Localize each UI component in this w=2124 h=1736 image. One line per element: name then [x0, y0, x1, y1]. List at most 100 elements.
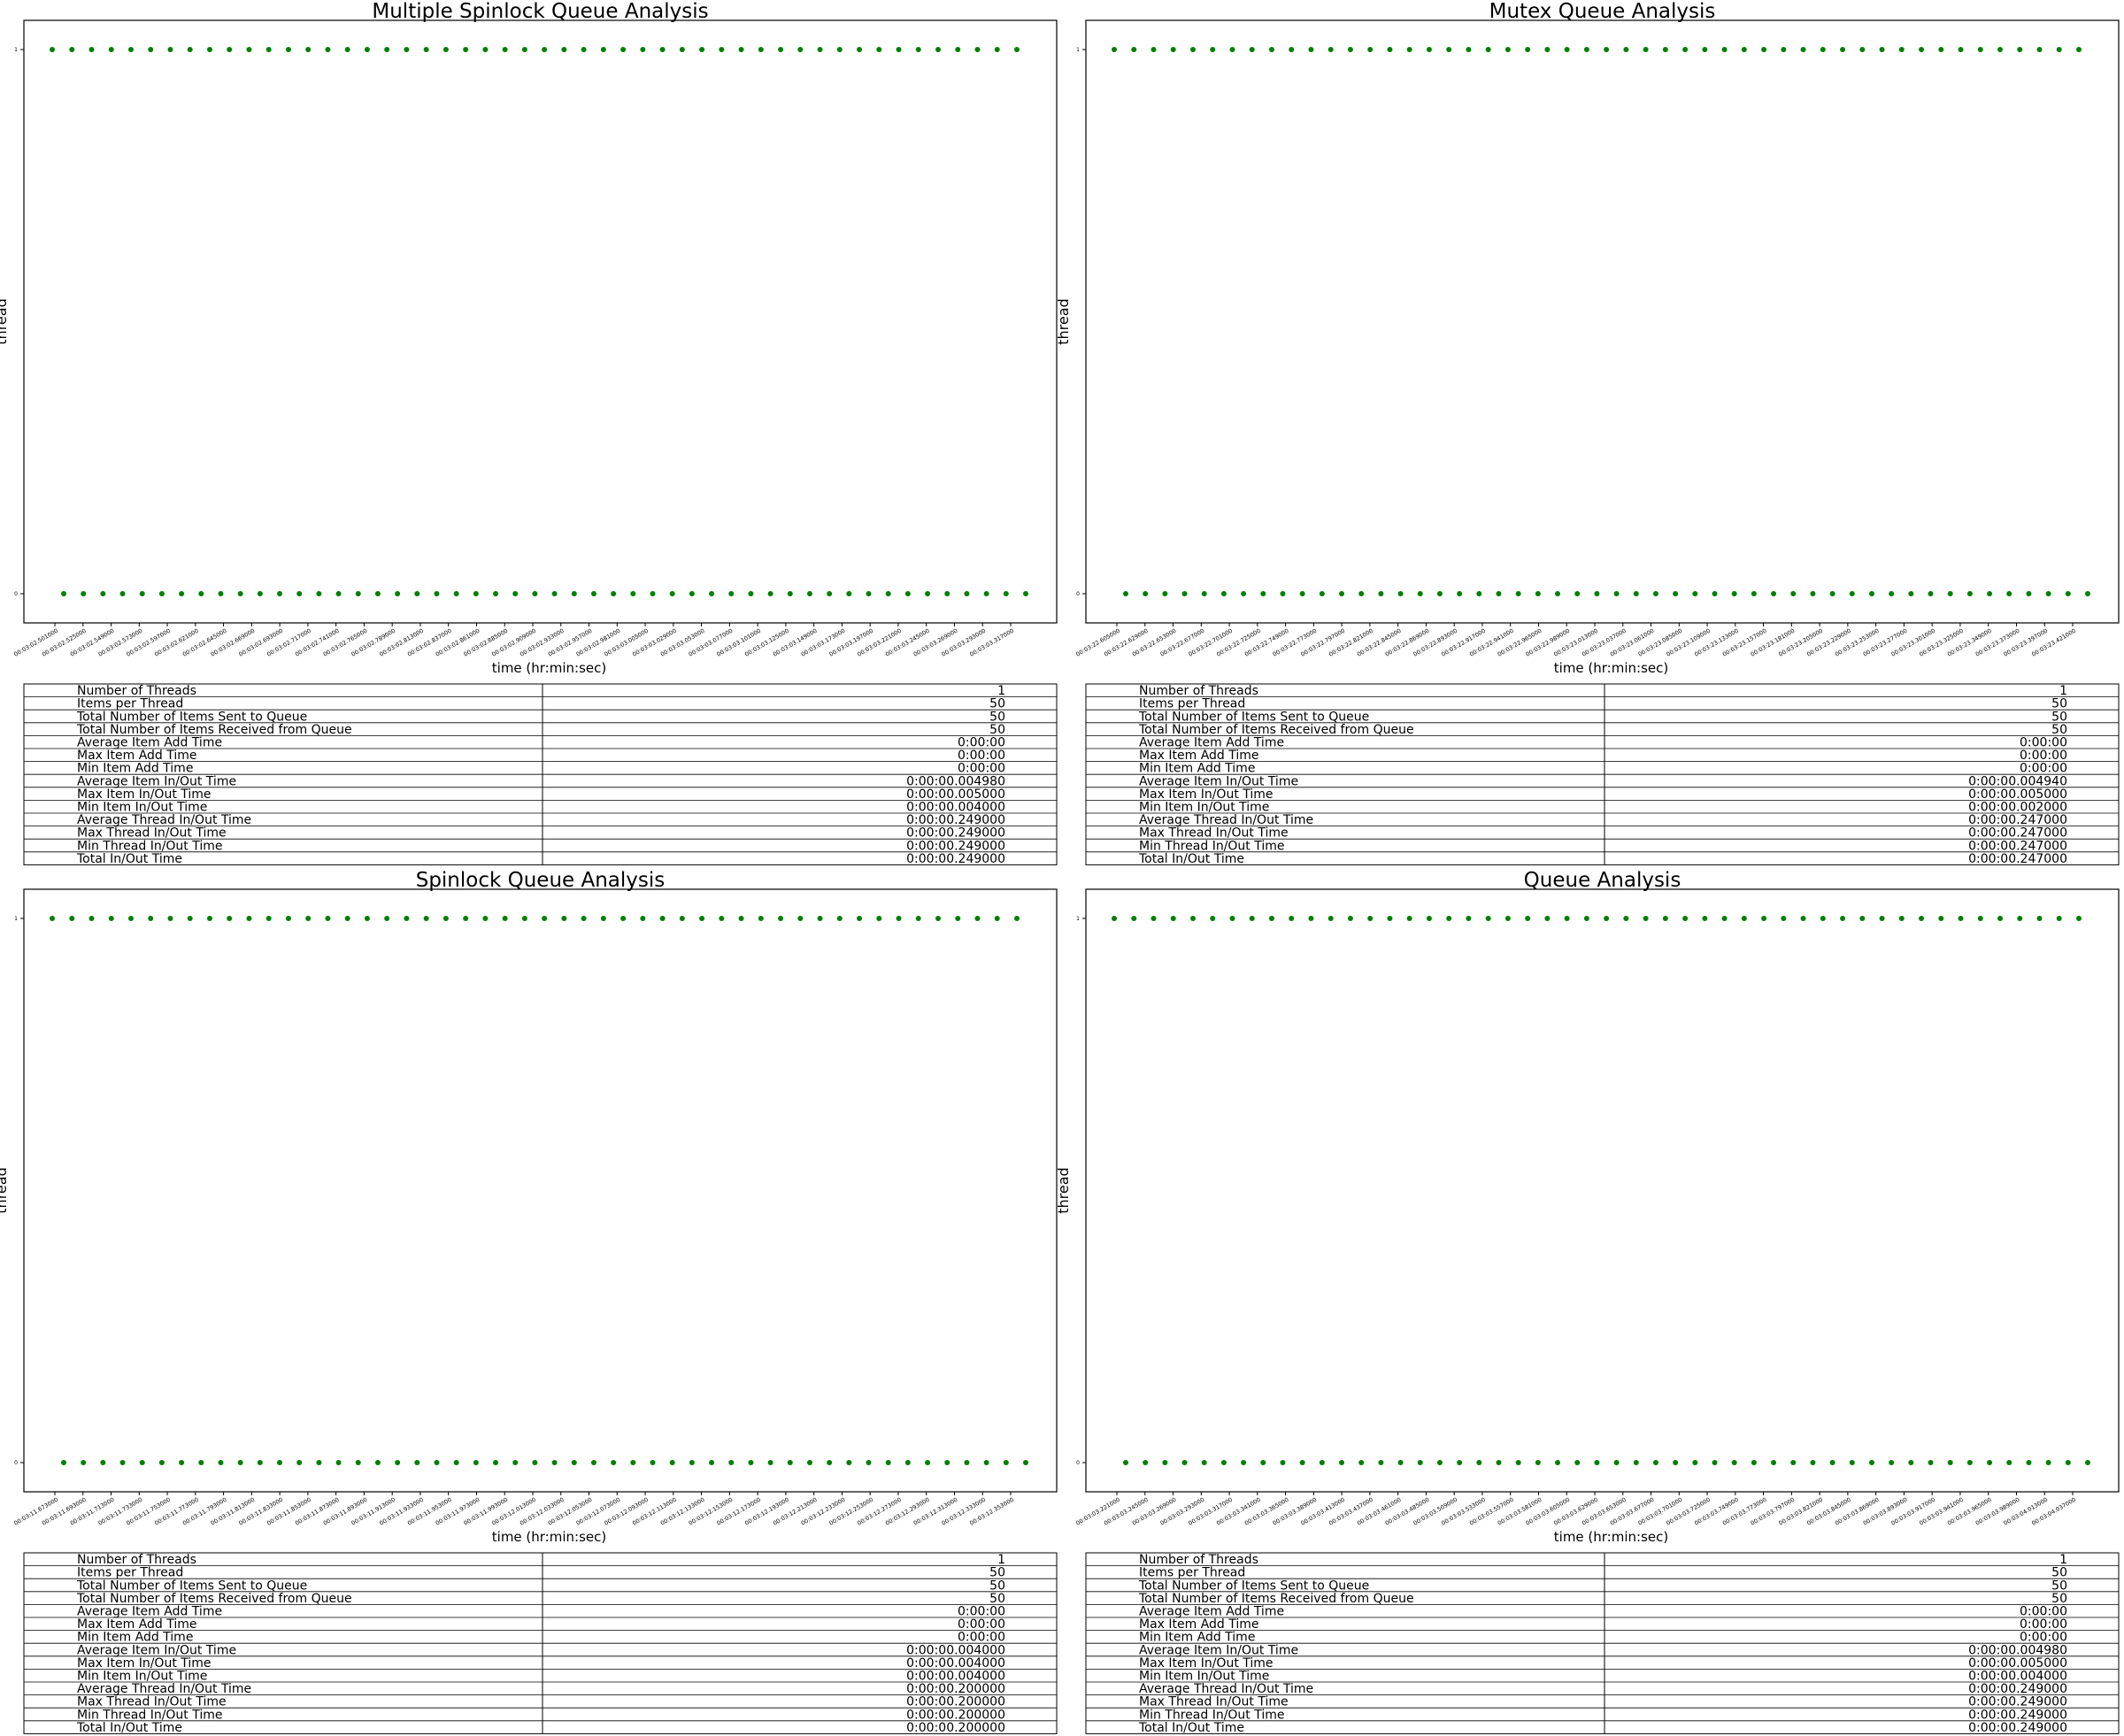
data-point	[1564, 916, 1570, 921]
data-point	[1594, 591, 1600, 596]
data-point	[158, 1460, 165, 1465]
data-point	[1387, 47, 1393, 52]
data-point	[904, 1460, 911, 1465]
data-point	[127, 47, 134, 52]
data-point	[630, 591, 636, 596]
data-point	[650, 1460, 656, 1465]
data-point	[227, 916, 233, 921]
table-row-value: 0:00:00.004000	[1968, 1670, 2067, 1684]
data-point	[1594, 1460, 1600, 1465]
chart-panel-4: Queue Analysis01thread00:03:03.22100000:…	[1055, 869, 2120, 1735]
data-point	[1662, 916, 1668, 921]
data-point	[944, 591, 950, 596]
plot-frame	[23, 19, 1058, 624]
plot-frame	[23, 888, 1058, 1493]
data-point	[316, 591, 322, 596]
data-point	[1721, 916, 1728, 921]
data-point	[2065, 1460, 2071, 1465]
data-point	[1790, 1460, 1797, 1465]
table-row-label: Max Thread In/Out Time	[1139, 826, 1289, 841]
data-point	[1339, 591, 1345, 596]
plot-frame	[1085, 888, 2120, 1493]
data-point	[581, 916, 587, 921]
table-row-value: 50	[989, 1592, 1005, 1606]
chart-panel-3: Spinlock Queue Analysis01thread00:03:11.…	[0, 869, 1058, 1735]
data-point	[600, 916, 606, 921]
table-row-value: 0:00:00	[2020, 749, 2067, 763]
data-point	[1436, 1460, 1443, 1465]
data-point	[1476, 1460, 1482, 1465]
data-point	[1721, 47, 1728, 52]
data-point	[2085, 1460, 2090, 1465]
data-point	[542, 47, 548, 52]
data-point	[1919, 916, 1925, 921]
data-point	[1485, 916, 1491, 921]
data-point	[1712, 591, 1718, 596]
data-point	[1555, 591, 1561, 596]
data-point	[1810, 591, 1816, 596]
data-point	[69, 47, 75, 52]
x-axis-label: time (hr:min:sec)	[492, 1529, 606, 1545]
table-row-value: 0:00:00	[958, 1605, 1005, 1619]
data-point	[758, 47, 764, 52]
data-point	[1997, 47, 2004, 52]
data-point	[1112, 47, 1117, 52]
table-row-value: 50	[989, 697, 1005, 711]
data-point	[1358, 1460, 1365, 1465]
data-point	[1662, 47, 1668, 52]
data-point	[2026, 591, 2032, 596]
data-point	[1583, 47, 1589, 52]
data-point	[640, 47, 646, 52]
data-point	[1131, 47, 1137, 52]
table-row-label: Items per Thread	[77, 697, 183, 711]
table-row-value: 0:00:00.247000	[1968, 852, 2067, 866]
data-point	[1170, 916, 1176, 921]
data-point	[1898, 47, 1905, 52]
data-point	[1367, 47, 1374, 52]
data-point	[1800, 916, 1806, 921]
data-point	[719, 916, 725, 921]
data-point	[955, 916, 961, 921]
table-row-label: Max Item In/Out Time	[77, 1656, 212, 1671]
table-row-label: Average Thread In/Out Time	[1139, 813, 1313, 827]
data-point	[1643, 47, 1649, 52]
data-point	[1241, 1460, 1247, 1465]
data-point	[1820, 47, 1826, 52]
data-point	[1751, 591, 1757, 596]
data-point	[2056, 47, 2062, 52]
data-point	[2056, 916, 2062, 921]
data-point	[277, 1460, 283, 1465]
data-point	[836, 916, 843, 921]
data-point	[748, 1460, 754, 1465]
y-tick-label: 1	[1076, 916, 1080, 922]
data-point	[2076, 47, 2082, 52]
table-row-label: Total Number of Items Sent to Queue	[1138, 1579, 1369, 1593]
table-row-value: 0:00:00.004000	[906, 1670, 1005, 1684]
table-row-label: Average Item Add Time	[1139, 736, 1284, 750]
data-point	[904, 591, 911, 596]
table-row-value: 0:00:00	[2020, 736, 2067, 750]
data-point	[1958, 916, 1964, 921]
data-point	[1829, 591, 1835, 596]
data-point	[1810, 1460, 1816, 1465]
data-point	[88, 47, 95, 52]
data-point	[611, 591, 617, 596]
y-tick-label: 0	[14, 591, 18, 597]
table-row-label: Number of Threads	[1139, 684, 1258, 698]
data-point	[442, 916, 449, 921]
data-point	[187, 916, 193, 921]
data-point	[1268, 916, 1274, 921]
data-point	[257, 1460, 263, 1465]
data-point	[108, 916, 114, 921]
table-row-label: Average Item Add Time	[1139, 1605, 1284, 1619]
data-point	[1417, 591, 1423, 596]
table-row-value: 0:00:00.004980	[1968, 1643, 2067, 1657]
data-point	[2026, 1460, 2032, 1465]
table-row-label: Min Item In/Out Time	[1139, 801, 1269, 815]
data-point	[69, 916, 75, 921]
data-point	[1535, 591, 1541, 596]
table-row-value: 0:00:00	[2020, 762, 2067, 776]
data-point	[787, 1460, 793, 1465]
data-point	[316, 1460, 322, 1465]
data-point	[1800, 47, 1806, 52]
